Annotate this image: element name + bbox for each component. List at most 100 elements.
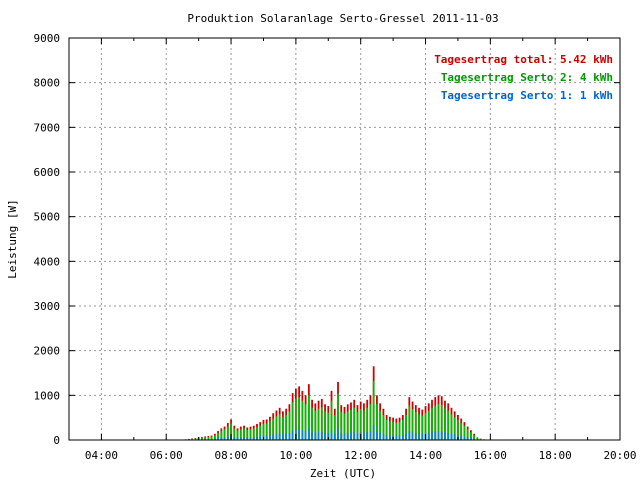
bar-serto-1: [411, 432, 414, 440]
bar-serto-2: [418, 414, 420, 440]
x-tick-label: 16:00: [474, 449, 507, 462]
bar-serto-1: [269, 435, 271, 440]
bar-serto-2: [259, 425, 262, 440]
bar-serto-1: [333, 433, 336, 440]
bar-serto-2: [298, 397, 301, 440]
bar-marks: [181, 366, 485, 440]
bar-serto-2: [457, 419, 459, 440]
bar-serto-2: [346, 411, 349, 440]
bar-serto-1: [239, 437, 242, 440]
bar-serto-1: [343, 433, 346, 440]
bar-serto-2: [340, 412, 343, 440]
bar-serto-1: [427, 432, 430, 440]
bar-serto-1: [291, 430, 294, 440]
x-tick-label: 18:00: [539, 449, 572, 462]
bar-serto-2: [421, 415, 424, 440]
bar-serto-1: [330, 430, 333, 440]
bar-serto-1: [363, 432, 365, 440]
bar-serto-2: [337, 393, 339, 440]
bar-serto-2: [304, 404, 307, 440]
bar-serto-1: [252, 437, 255, 440]
x-tick-label: 20:00: [603, 449, 636, 462]
bar-serto-2: [213, 435, 216, 440]
bar-serto-1: [236, 437, 239, 440]
bar-serto-1: [405, 433, 407, 440]
bar-serto-2: [246, 429, 249, 440]
y-axis-label: Leistung [W]: [6, 199, 19, 278]
bar-serto-2: [398, 422, 401, 440]
bar-serto-2: [388, 421, 391, 440]
bar-serto-1: [217, 438, 219, 440]
bar-serto-2: [288, 411, 291, 440]
bar-serto-1: [278, 433, 281, 440]
y-tick-label: 9000: [34, 32, 61, 45]
bar-serto-1: [324, 432, 326, 440]
bar-serto-1: [398, 435, 401, 440]
bar-serto-2: [434, 405, 437, 440]
bar-serto-1: [298, 429, 301, 440]
x-axis-label: Zeit (UTC): [310, 467, 376, 480]
bar-serto-2: [226, 426, 229, 440]
bar-serto-2: [307, 395, 310, 440]
bar-serto-2: [356, 412, 359, 440]
bar-serto-1: [408, 431, 411, 440]
bar-serto-2: [256, 427, 258, 440]
bar-serto-1: [346, 432, 349, 440]
bar-serto-2: [317, 408, 320, 440]
bar-serto-2: [314, 410, 317, 440]
bar-serto-2: [424, 412, 427, 440]
x-tick-label: 10:00: [279, 449, 312, 462]
bar-serto-1: [414, 433, 417, 440]
bar-serto-2: [440, 404, 443, 440]
bar-serto-1: [226, 436, 229, 440]
y-tick-label: 1000: [34, 389, 61, 402]
bar-serto-1: [353, 431, 356, 440]
bar-serto-2: [447, 410, 450, 440]
legend-entry: Tagesertrag Serto 2: 4 kWh: [441, 71, 613, 84]
y-tick-label: 8000: [34, 77, 61, 90]
bar-serto-2: [479, 438, 482, 440]
bar-serto-1: [223, 437, 226, 440]
bar-serto-2: [450, 414, 453, 440]
bar-serto-1: [340, 433, 343, 440]
bar-serto-1: [327, 433, 330, 440]
bar-serto-1: [473, 438, 476, 440]
y-tick-label: 5000: [34, 211, 61, 224]
bar-serto-2: [343, 413, 346, 440]
bar-serto-2: [359, 409, 362, 440]
bar-serto-2: [431, 407, 433, 440]
x-tick-label: 12:00: [344, 449, 377, 462]
bar-serto-1: [317, 432, 320, 440]
bar-serto-2: [444, 408, 446, 440]
bar-serto-2: [200, 437, 203, 440]
bar-serto-1: [249, 437, 252, 440]
bar-serto-1: [369, 431, 372, 440]
bar-serto-1: [434, 431, 437, 440]
bar-serto-2: [236, 430, 239, 440]
bar-serto-2: [350, 410, 352, 440]
bar-serto-1: [382, 433, 385, 440]
bar-serto-1: [259, 436, 262, 440]
bar-serto-2: [327, 412, 330, 440]
bar-serto-2: [385, 419, 388, 440]
bar-serto-2: [239, 429, 242, 440]
bar-serto-2: [233, 428, 236, 440]
bar-serto-2: [414, 412, 417, 440]
bar-serto-2: [473, 435, 476, 440]
bar-serto-1: [385, 434, 388, 440]
bar-serto-1: [372, 425, 375, 440]
bar-serto-2: [262, 423, 265, 440]
bar-serto-2: [353, 407, 356, 440]
y-axis-ticks: 0 1000 2000 3000 4000 5000 6000 7000 8000 9000: [34, 32, 620, 447]
bar-serto-2: [294, 398, 297, 440]
bar-serto-2: [363, 410, 365, 440]
bar-serto-1: [304, 431, 307, 440]
bar-serto-1: [314, 432, 317, 440]
bar-serto-2: [243, 428, 245, 440]
bar-serto-2: [382, 414, 385, 440]
bar-serto-2: [405, 414, 407, 440]
y-tick-label: 3000: [34, 300, 61, 313]
bar-serto-2: [369, 404, 372, 440]
bar-serto-2: [291, 402, 294, 440]
